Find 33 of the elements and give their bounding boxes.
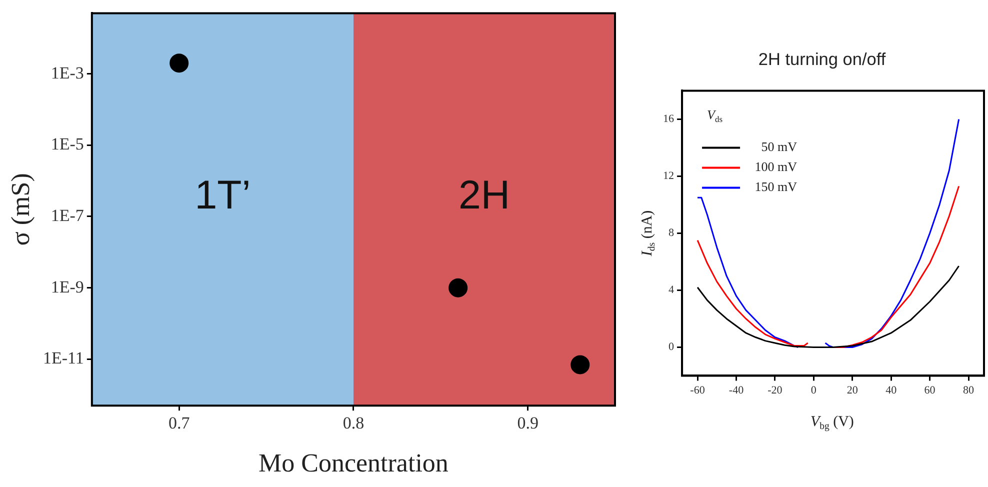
y-tick-label: 1E-11 <box>42 348 84 368</box>
point <box>448 278 468 298</box>
chart-title: 2H turning on/off <box>758 49 886 70</box>
y-axis-title: Ids (nA) <box>639 210 658 258</box>
legend-label: 50 mV <box>761 139 798 154</box>
y-tick-label: 1E-7 <box>50 206 84 225</box>
x-tick-label: 0.9 <box>517 413 538 432</box>
x-tick-label: 0.7 <box>168 413 190 432</box>
x-tick-label: 40 <box>886 384 898 396</box>
y-tick-label: 8 <box>668 227 675 240</box>
x-tick-label: -40 <box>728 384 744 396</box>
y-tick-label: 16 <box>663 113 675 126</box>
x-tick-label: 80 <box>962 384 975 396</box>
band-label: 1T’ <box>194 172 251 218</box>
x-tick-label: -20 <box>768 384 783 396</box>
y-tick-label: 0 <box>668 341 675 354</box>
x-tick-label: 60 <box>924 384 936 396</box>
x-axis-title: Mo Concentration <box>258 448 448 478</box>
point <box>170 54 189 73</box>
y-tick-label: 1E-3 <box>50 63 84 82</box>
band-label: 2H <box>458 172 510 218</box>
y-tick-label: 4 <box>668 284 675 296</box>
y-tick-label: 1E-9 <box>50 277 84 296</box>
x-tick-label: -60 <box>690 384 706 396</box>
y-axis-title: σ (mS) <box>6 173 35 246</box>
x-tick-label: 20 <box>846 384 858 396</box>
x-tick-label: 0.8 <box>342 413 364 432</box>
y-tick-label: 1E-5 <box>50 134 84 154</box>
point <box>570 355 590 374</box>
legend-label: 100 mV <box>754 159 798 174</box>
x-tick-label: 0 <box>810 384 817 396</box>
legend-label: 150 mV <box>754 179 798 194</box>
y-tick-label: 12 <box>663 170 674 182</box>
